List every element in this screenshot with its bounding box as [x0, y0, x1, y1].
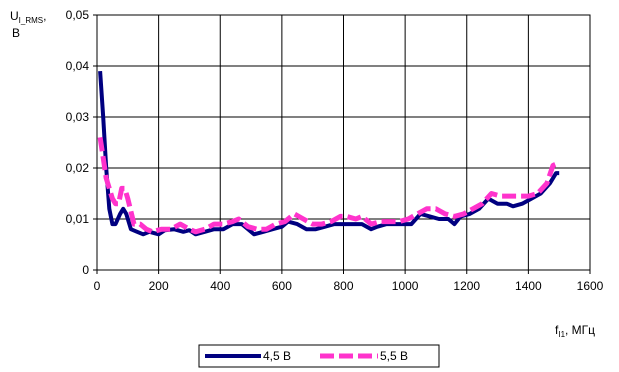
y-tick-label: 0,04 [66, 59, 90, 73]
axes: 0 200 400 600 800 1000 1200 1400 1600 0 0,01 0,02 0,… [66, 8, 604, 293]
legend-label-4-5v: 4,5 В [263, 349, 291, 363]
x-tick-label: 1400 [515, 279, 542, 293]
x-tick-label: 1000 [392, 279, 419, 293]
x-tick-label: 200 [149, 279, 169, 293]
x-tick-label: 1200 [453, 279, 480, 293]
y-tick-label: 0 [82, 263, 89, 277]
legend-box [198, 344, 440, 368]
y-tick-label: 0,02 [66, 161, 90, 175]
legend-label-5-5v: 5,5 В [380, 349, 408, 363]
y-axis-label-sub: I_RMS [19, 16, 43, 25]
x-tick-label: 800 [333, 279, 353, 293]
x-axis-label: fI1, МГц [555, 323, 595, 339]
y-axis-label: UI_RMS, [10, 9, 46, 25]
y-tick-label: 0,01 [66, 212, 90, 226]
x-axis-label-main: f [555, 323, 559, 337]
y-axis-label-line2: В [12, 26, 20, 40]
x-tick-label: 1600 [577, 279, 604, 293]
legend: 4,5 В 5,5 В [198, 344, 440, 368]
y-tick-label: 0,03 [66, 110, 90, 124]
y-tick-label: 0,05 [66, 8, 90, 22]
x-tick-label: 400 [210, 279, 230, 293]
grid [97, 15, 590, 270]
series-line-5-5v [97, 137, 561, 235]
x-axis-label-sub: I1 [558, 330, 565, 339]
series-group [97, 70, 561, 237]
x-axis-label-suffix: , МГц [565, 323, 595, 337]
x-tick-label: 600 [272, 279, 292, 293]
y-axis-label-suffix: , [43, 9, 46, 23]
y-axis-label-main: U [10, 9, 19, 23]
x-tick-label: 0 [94, 279, 101, 293]
series-line-4-5v [98, 70, 560, 237]
